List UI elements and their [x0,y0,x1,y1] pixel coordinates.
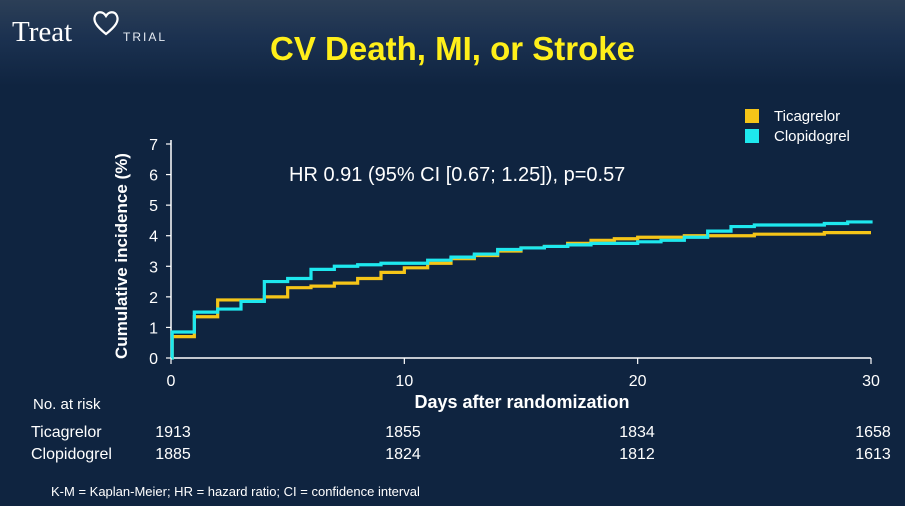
x-tick-label: 10 [395,373,413,390]
y-tick-label: 2 [149,290,158,307]
footnote: K-M = Kaplan-Meier; HR = hazard ratio; C… [51,484,420,499]
heart-icon [93,11,119,36]
risk-cell: 1885 [155,446,191,463]
legend-swatch-clopidogrel [745,129,759,143]
chart-curves [170,220,873,360]
x-tick-label: 30 [862,373,880,390]
risk-table-heading: No. at risk [33,396,101,413]
risk-cell: 1812 [619,446,655,463]
y-axis-label: Cumulative incidence (%) [112,153,131,359]
km-curve-clopidogrel [170,220,873,360]
chart-axes [170,140,871,359]
legend-label-ticagrelor: Ticagrelor [774,108,840,125]
y-tick-label: 7 [149,137,158,154]
y-tick-label: 3 [149,259,158,276]
risk-cell: 1658 [855,424,891,441]
y-tick-label: 1 [149,320,158,337]
logo-word: Treat [12,16,73,48]
legend-label-clopidogrel: Clopidogrel [774,128,850,145]
x-tick-label: 20 [629,373,647,390]
hr-annotation: HR 0.91 (95% CI [0.67; 1.25]), p=0.57 [289,164,625,186]
chart-legend: Ticagrelor Clopidogrel [745,108,850,145]
chart-ticks: 0 1 2 3 4 5 6 7 0 10 20 30 [149,137,880,390]
legend-swatch-ticagrelor [745,109,759,123]
risk-cell: 1913 [155,424,191,441]
x-tick-label: 0 [167,373,176,390]
risk-cell: 1834 [619,424,655,441]
y-tick-label: 6 [149,168,158,185]
risk-row-label: Clopidogrel [31,446,112,463]
slide-header [0,0,905,86]
risk-cell: 1824 [385,446,421,463]
y-tick-label: 4 [149,229,158,246]
treat-trial-logo: Treat TRIAL [12,11,165,49]
risk-cell: 1855 [385,424,421,441]
slide-title: CV Death, MI, or Stroke [270,30,635,67]
x-axis-label: Days after randomization [414,392,629,412]
risk-row-label: Ticagrelor [31,424,102,441]
logo-sub: TRIAL [123,30,168,44]
y-tick-label: 5 [149,198,158,215]
y-tick-label: 0 [149,351,158,368]
km-chart: 0 1 2 3 4 5 6 7 0 10 20 30 Cumulative incidence (%)… [112,108,880,412]
risk-cell: 1613 [855,446,891,463]
km-curve-ticagrelor [170,231,871,360]
